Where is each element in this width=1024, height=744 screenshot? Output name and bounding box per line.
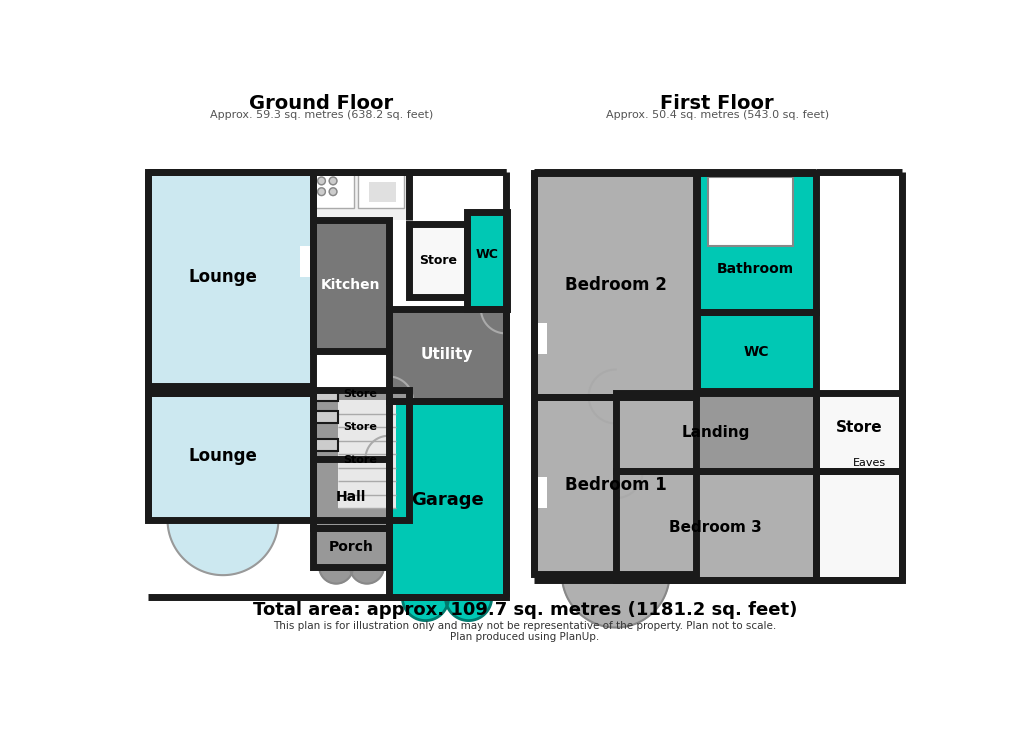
Bar	[313, 390, 410, 520]
Bar	[313, 411, 338, 423]
Bar	[147, 173, 313, 386]
Bar	[357, 174, 403, 208]
Bar	[313, 439, 338, 451]
Bar	[147, 173, 313, 386]
Text: Eaves: Eaves	[852, 458, 886, 468]
Bar	[313, 528, 388, 567]
Bar	[410, 224, 467, 297]
Bar	[147, 393, 313, 520]
Bar	[313, 173, 410, 220]
Circle shape	[330, 187, 337, 196]
Bar	[388, 309, 506, 401]
Bar	[467, 213, 507, 309]
Bar	[535, 478, 547, 508]
Bar	[313, 220, 388, 351]
Circle shape	[330, 177, 337, 185]
Text: Store: Store	[343, 423, 377, 432]
Bar	[535, 397, 695, 574]
Polygon shape	[168, 520, 279, 575]
Bar	[313, 459, 388, 528]
Bar	[696, 173, 816, 312]
Bar	[708, 177, 793, 246]
Text: Bedroom 1: Bedroom 1	[565, 476, 667, 494]
Bar	[313, 439, 338, 451]
Text: Hall: Hall	[336, 490, 366, 504]
Text: Garage: Garage	[411, 492, 483, 510]
Bar	[315, 174, 354, 208]
Bar	[370, 182, 396, 202]
Text: Ground Floor: Ground Floor	[250, 94, 393, 112]
Bar	[313, 459, 388, 528]
Text: Porch: Porch	[329, 540, 373, 554]
Bar	[535, 173, 695, 397]
Bar	[313, 220, 388, 351]
Bar	[615, 394, 816, 471]
Bar	[410, 224, 467, 297]
Text: Kitchen: Kitchen	[322, 278, 381, 292]
Text: Lounge: Lounge	[188, 268, 257, 286]
Bar	[615, 394, 816, 471]
Bar	[696, 310, 729, 319]
Text: Landing: Landing	[682, 426, 750, 440]
Bar	[315, 174, 354, 208]
Text: Total area: approx. 109.7 sq. metres (1181.2 sq. feet): Total area: approx. 109.7 sq. metres (11…	[253, 601, 797, 619]
Text: WC: WC	[743, 345, 769, 359]
Bar	[313, 389, 338, 401]
Bar	[696, 312, 816, 391]
Text: This plan is for illustration only and may not be representative of the property: This plan is for illustration only and m…	[273, 621, 776, 631]
Bar	[535, 397, 695, 574]
Text: First Floor: First Floor	[660, 94, 774, 112]
Text: Plan produced using PlanUp.: Plan produced using PlanUp.	[451, 632, 599, 642]
Bar	[535, 324, 547, 354]
Polygon shape	[350, 567, 384, 583]
Text: Approx. 59.3 sq. metres (638.2 sq. feet): Approx. 59.3 sq. metres (638.2 sq. feet)	[210, 110, 433, 121]
Text: Bathroom: Bathroom	[717, 263, 795, 277]
Text: Store: Store	[420, 254, 458, 266]
Text: Bedroom 2: Bedroom 2	[564, 276, 667, 294]
Bar	[313, 411, 338, 423]
Bar	[816, 471, 902, 580]
Bar	[315, 174, 354, 208]
Bar	[615, 471, 816, 580]
Text: Lounge: Lounge	[188, 447, 257, 465]
Bar	[388, 401, 506, 597]
Bar	[615, 471, 816, 580]
Bar	[313, 389, 338, 401]
Text: Store: Store	[343, 455, 377, 466]
Text: Store: Store	[836, 420, 883, 434]
Bar	[147, 393, 313, 520]
Bar	[535, 173, 695, 397]
Bar	[467, 213, 507, 220]
Polygon shape	[402, 597, 449, 620]
Bar	[357, 174, 403, 208]
Polygon shape	[445, 597, 492, 620]
Bar	[816, 394, 902, 471]
Bar	[696, 310, 729, 319]
Bar	[816, 394, 902, 471]
Polygon shape	[562, 574, 670, 627]
Text: WC: WC	[475, 248, 499, 260]
Text: Approx. 50.4 sq. metres (543.0 sq. feet): Approx. 50.4 sq. metres (543.0 sq. feet)	[606, 110, 828, 121]
Circle shape	[317, 187, 326, 196]
Text: Utility: Utility	[421, 347, 473, 362]
Bar	[388, 401, 506, 597]
Bar	[313, 390, 410, 520]
Bar	[696, 173, 816, 312]
Circle shape	[317, 177, 326, 185]
Bar	[339, 400, 396, 508]
Bar	[313, 528, 388, 567]
Bar	[708, 177, 793, 246]
Bar	[467, 213, 507, 309]
Text: Store: Store	[343, 389, 377, 400]
Bar	[388, 309, 506, 401]
Text: Bedroom 3: Bedroom 3	[670, 520, 762, 535]
Bar	[816, 471, 902, 580]
Polygon shape	[319, 567, 353, 583]
Bar	[300, 246, 313, 278]
Bar	[696, 312, 816, 391]
